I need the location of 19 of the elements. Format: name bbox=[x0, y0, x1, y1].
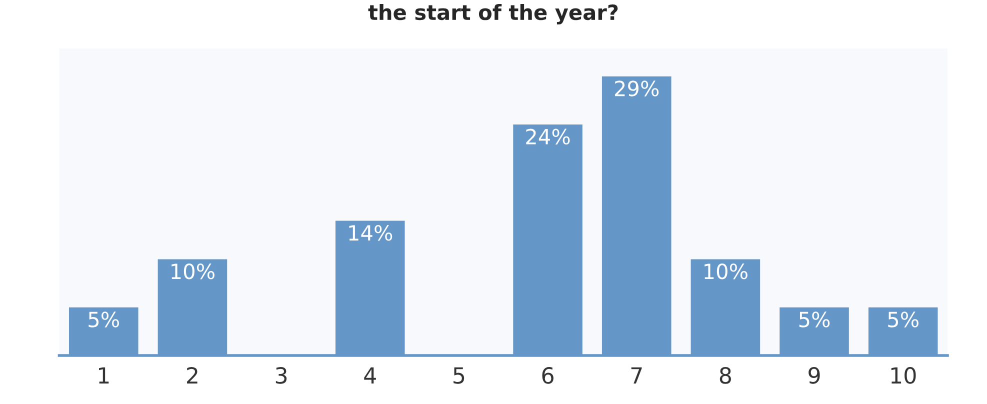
data-label: 24% bbox=[526, 128, 570, 144]
x-tick-label: 5 bbox=[454, 367, 464, 384]
x-tick-label: 3 bbox=[276, 367, 287, 384]
chart-title: the start of the year? bbox=[368, 4, 618, 24]
x-tick-label: 1 bbox=[99, 367, 109, 384]
x-tick-label: 4 bbox=[364, 367, 376, 384]
x-tick-label: 2 bbox=[187, 367, 198, 384]
data-label: 5% bbox=[799, 312, 830, 328]
data-label: 5% bbox=[888, 312, 918, 328]
x-tick-label: 7 bbox=[631, 367, 642, 384]
data-label: 10% bbox=[704, 263, 748, 280]
data-label: 5% bbox=[88, 312, 120, 328]
data-label: 29% bbox=[614, 80, 659, 96]
x-tick-label: 10 bbox=[891, 367, 916, 384]
x-tick-label: 9 bbox=[808, 367, 820, 384]
data-label: 14% bbox=[349, 224, 392, 241]
x-tick-label: 6 bbox=[542, 367, 554, 384]
x-tick-label: 8 bbox=[720, 367, 731, 384]
data-label: 10% bbox=[172, 263, 214, 280]
